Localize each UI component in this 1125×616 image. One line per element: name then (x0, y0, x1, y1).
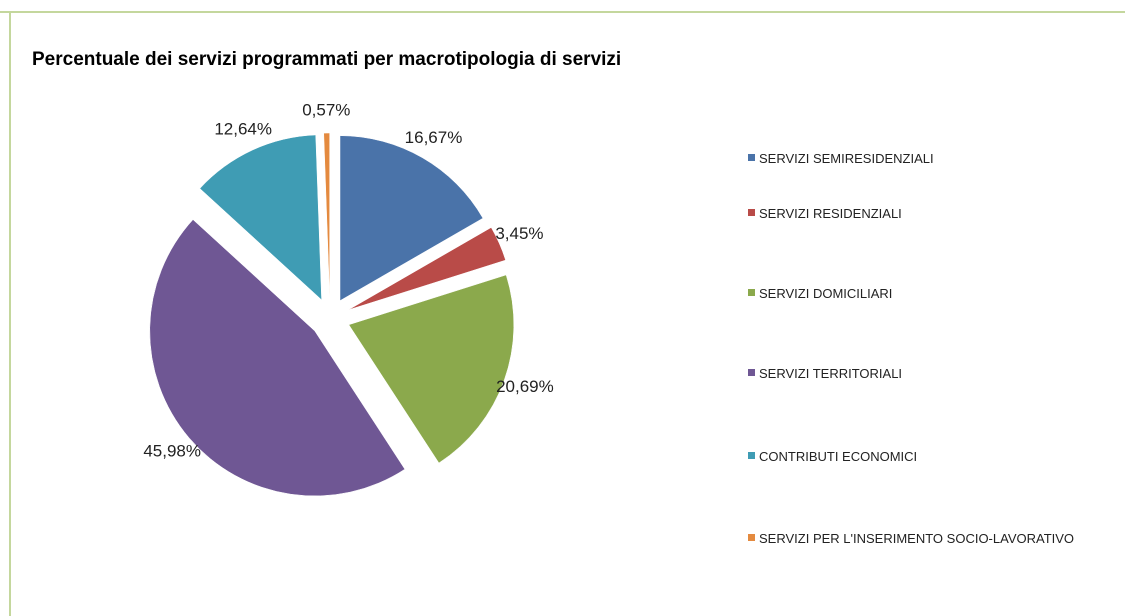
legend-label: CONTRIBUTI ECONOMICI (759, 449, 918, 464)
pie-slice (149, 219, 406, 497)
legend-item: SERVIZI PER L'INSERIMENTO SOCIO-LAVORATI… (748, 530, 1098, 547)
legend-item: SERVIZI RESIDENZIALI (748, 205, 1098, 222)
pie-slice (348, 227, 506, 311)
data-label: 0,57% (302, 101, 350, 120)
data-label: 16,67% (405, 128, 463, 147)
legend-item: SERVIZI SEMIRESIDENZIALI (748, 150, 1098, 167)
legend-label: SERVIZI DOMICILIARI (759, 286, 893, 301)
legend-item: SERVIZI DOMICILIARI (748, 285, 1098, 302)
legend-swatch (748, 369, 755, 376)
legend-label: SERVIZI RESIDENZIALI (759, 206, 902, 221)
pie-slice (323, 132, 330, 299)
legend-swatch (748, 452, 755, 459)
data-label: 12,64% (214, 120, 272, 139)
legend-item: CONTRIBUTI ECONOMICI (748, 448, 1098, 465)
data-label: 3,45% (495, 224, 543, 243)
legend-label: SERVIZI SEMIRESIDENZIALI (759, 151, 934, 166)
legend-swatch (748, 534, 755, 541)
legend-swatch (748, 289, 755, 296)
pie-slice (199, 134, 322, 301)
legend-label: SERVIZI PER L'INSERIMENTO SOCIO-LAVORATI… (759, 531, 1075, 546)
data-label: 45,98% (143, 441, 201, 460)
data-label: 20,69% (496, 377, 554, 396)
chart-title: Percentuale dei servizi programmati per … (32, 49, 621, 70)
legend-label: SERVIZI TERRITORIALI (759, 366, 903, 381)
legend-item: SERVIZI TERRITORIALI (748, 365, 1098, 382)
legend-swatch (748, 209, 755, 216)
pie-slice (339, 135, 484, 302)
pie-slice (348, 274, 515, 464)
legend-swatch (748, 154, 755, 161)
